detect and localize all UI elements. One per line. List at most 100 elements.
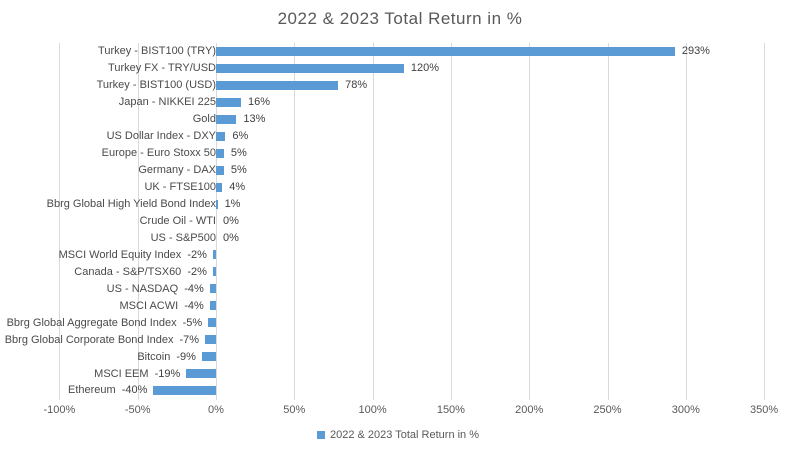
data-label: 5% bbox=[230, 164, 247, 177]
data-label: 120% bbox=[410, 62, 440, 75]
row-left-zone: Bbrg Global High Yield Bond Index bbox=[0, 196, 216, 213]
gridline bbox=[529, 43, 531, 400]
category-label: Gold bbox=[192, 113, 216, 126]
bar-row: US - NASDAQ -4% bbox=[0, 280, 800, 297]
bar bbox=[216, 131, 226, 141]
data-label: -2% bbox=[187, 265, 207, 278]
bar-row: MSCI World Equity Index -2% bbox=[0, 246, 800, 263]
gridline bbox=[294, 43, 296, 400]
bar bbox=[212, 250, 216, 260]
category-label: MSCI World Equity Index bbox=[58, 248, 182, 261]
bar-row: Bbrg Global High Yield Bond Index 1% bbox=[0, 196, 800, 213]
row-right-zone: 13% bbox=[216, 111, 800, 128]
row-left-zone: MSCI ACWI -4% bbox=[0, 297, 216, 314]
bar-row: UK - FTSE100 4% bbox=[0, 179, 800, 196]
row-left-zone: Gold bbox=[0, 111, 216, 128]
bar-row: MSCI ACWI -4% bbox=[0, 297, 800, 314]
row-left-zone: Canada - S&P/TSX60 -2% bbox=[0, 263, 216, 280]
x-axis-tick-label: 0% bbox=[208, 404, 224, 416]
bar bbox=[216, 148, 224, 158]
category-label: Canada - S&P/TSX60 bbox=[74, 265, 182, 278]
data-label: 13% bbox=[243, 113, 266, 126]
gridline bbox=[685, 43, 687, 400]
bar-row: Germany - DAX 5% bbox=[0, 162, 800, 179]
bar-row: Turkey FX - TRY/USD 120% bbox=[0, 60, 800, 77]
row-right-zone: 78% bbox=[216, 77, 800, 94]
gridline bbox=[59, 43, 61, 400]
x-axis-tick-label: -100% bbox=[43, 404, 76, 416]
bar-row: Gold 13% bbox=[0, 111, 800, 128]
bar-row: Bitcoin -9% bbox=[0, 348, 800, 365]
bar bbox=[209, 301, 216, 311]
category-label: MSCI EEM bbox=[94, 367, 149, 380]
bar bbox=[216, 165, 224, 175]
row-left-zone: UK - FTSE100 bbox=[0, 179, 216, 196]
bar bbox=[209, 284, 216, 294]
data-label: -19% bbox=[154, 367, 181, 380]
row-right-zone: 293% bbox=[216, 43, 800, 60]
row-left-zone: Turkey - BIST100 (USD) bbox=[0, 77, 216, 94]
bar bbox=[186, 369, 216, 379]
row-left-zone: US - NASDAQ -4% bbox=[0, 280, 216, 297]
row-left-zone: MSCI World Equity Index -2% bbox=[0, 246, 216, 263]
data-label: 0% bbox=[223, 231, 239, 244]
legend-label: 2022 & 2023 Total Return in % bbox=[330, 429, 480, 441]
bar bbox=[216, 182, 223, 192]
data-label: 4% bbox=[229, 181, 246, 194]
bar-row: Turkey - BIST100 (USD) 78% bbox=[0, 77, 800, 94]
bar bbox=[201, 352, 216, 362]
data-label: -4% bbox=[184, 282, 204, 295]
category-label: Turkey FX - TRY/USD bbox=[108, 62, 216, 75]
row-right-zone: 0% bbox=[216, 213, 800, 230]
chart-title: 2022 & 2023 Total Return in % bbox=[277, 9, 523, 28]
x-axis-tick-label: 50% bbox=[283, 404, 306, 416]
row-right-zone bbox=[216, 246, 800, 263]
category-label: Turkey - BIST100 (USD) bbox=[96, 79, 216, 92]
data-label: 0% bbox=[223, 214, 239, 227]
category-label: MSCI ACWI bbox=[119, 299, 179, 312]
gridline bbox=[764, 43, 766, 400]
row-right-zone bbox=[216, 280, 800, 297]
row-right-zone bbox=[216, 382, 800, 399]
category-label: Bbrg Global High Yield Bond Index bbox=[46, 198, 216, 211]
bar bbox=[153, 385, 216, 395]
row-right-zone: 1% bbox=[216, 196, 800, 213]
row-right-zone bbox=[216, 331, 800, 348]
row-right-zone: 0% bbox=[216, 229, 800, 246]
x-axis-tick-label: 300% bbox=[671, 404, 700, 416]
category-label: UK - FTSE100 bbox=[144, 181, 216, 194]
bar bbox=[216, 63, 404, 73]
bar-row: Ethereum -40% bbox=[0, 382, 800, 399]
data-label: 5% bbox=[230, 147, 247, 160]
x-axis-tick-label: 200% bbox=[515, 404, 544, 416]
row-right-zone: 5% bbox=[216, 162, 800, 179]
row-right-zone bbox=[216, 365, 800, 382]
bar bbox=[216, 46, 675, 56]
data-label: -5% bbox=[182, 316, 203, 329]
bar bbox=[216, 80, 339, 90]
bar bbox=[216, 114, 237, 124]
bar-row: US - S&P500 0% bbox=[0, 229, 800, 246]
bar bbox=[216, 199, 218, 209]
category-label: Turkey - BIST100 (TRY) bbox=[98, 45, 216, 58]
row-left-zone: Europe - Euro Stoxx 50 bbox=[0, 145, 216, 162]
category-label: Germany - DAX bbox=[138, 164, 216, 177]
row-right-zone bbox=[216, 263, 800, 280]
gridline bbox=[607, 43, 609, 400]
x-axis-tick-label: 150% bbox=[436, 404, 465, 416]
data-label: -2% bbox=[187, 248, 207, 261]
row-left-zone: Bbrg Global Corporate Bond Index -7% bbox=[0, 331, 216, 348]
row-left-zone: US - S&P500 bbox=[0, 229, 216, 246]
row-left-zone: MSCI EEM -19% bbox=[0, 365, 216, 382]
gridline bbox=[137, 43, 139, 400]
bar-row: Europe - Euro Stoxx 50 5% bbox=[0, 145, 800, 162]
row-right-zone bbox=[216, 314, 800, 331]
gridline bbox=[450, 43, 452, 400]
category-label: US - NASDAQ bbox=[106, 282, 179, 295]
row-left-zone: Turkey FX - TRY/USD bbox=[0, 60, 216, 77]
data-label: -7% bbox=[179, 333, 200, 346]
category-label: Ethereum bbox=[67, 384, 116, 397]
category-label: Europe - Euro Stoxx 50 bbox=[101, 147, 216, 160]
data-label: 78% bbox=[345, 79, 368, 92]
